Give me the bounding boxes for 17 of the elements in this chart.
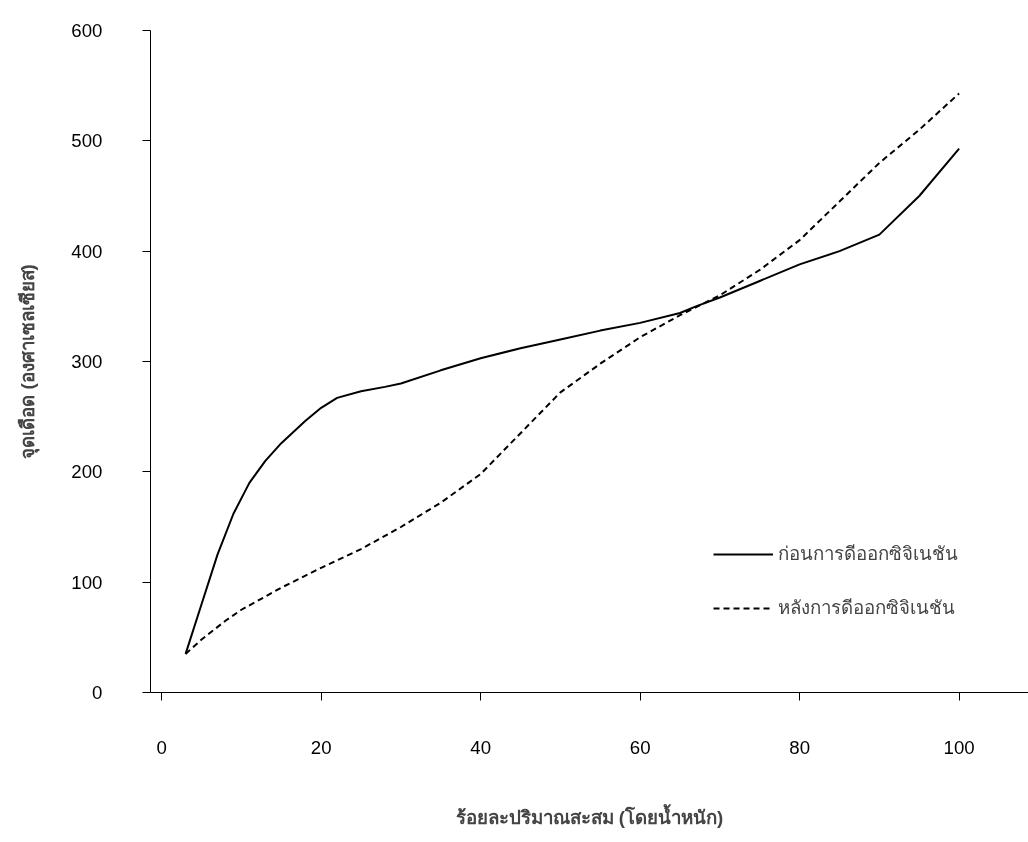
- x-tick-label: 20: [310, 736, 332, 758]
- y-tick-label: 500: [71, 130, 103, 152]
- x-tick-label: 0: [156, 736, 167, 758]
- y-axis-title: จุดเดือด (องศาเซลเซียส): [17, 264, 41, 459]
- y-tick-label: 600: [71, 20, 103, 41]
- y-tick-label: 100: [71, 571, 103, 593]
- y-tick-label: 200: [71, 461, 103, 483]
- x-tick-label: 80: [789, 736, 811, 758]
- x-axis-title: ร้อยละปริมาณสะสม (โดยน้ำหนัก): [455, 803, 724, 828]
- legend-label: ก่อนการดีออกซิจิเนชัน: [778, 542, 958, 566]
- y-tick-label: 400: [71, 240, 103, 262]
- y-tick-label: 0: [92, 682, 103, 703]
- x-tick-label: 60: [629, 736, 651, 758]
- legend-label: หลังการดีออกซิจิเนชัน: [778, 596, 955, 620]
- x-tick-label: 100: [943, 736, 975, 758]
- x-tick-label: 40: [470, 736, 492, 758]
- y-tick-label: 300: [71, 351, 103, 372]
